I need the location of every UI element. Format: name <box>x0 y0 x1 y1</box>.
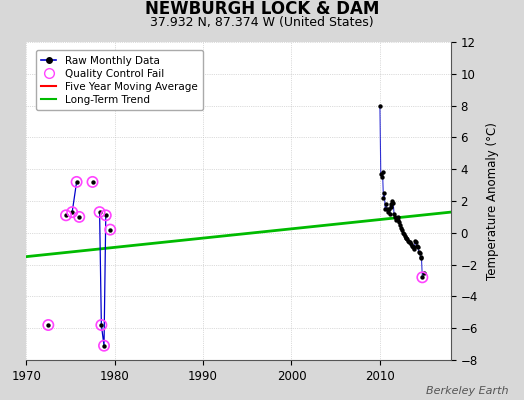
Point <box>409 246 418 252</box>
Point <box>398 226 406 233</box>
Point <box>380 190 388 196</box>
Point <box>97 322 105 328</box>
Point <box>405 239 413 246</box>
Point <box>407 241 415 247</box>
Point <box>89 179 97 185</box>
Point <box>391 217 400 223</box>
Point <box>75 214 83 220</box>
Point <box>106 226 114 233</box>
Legend: Raw Monthly Data, Quality Control Fail, Five Year Moving Average, Long-Term Tren: Raw Monthly Data, Quality Control Fail, … <box>36 50 203 110</box>
Text: 37.932 N, 87.374 W (United States): 37.932 N, 87.374 W (United States) <box>150 16 374 29</box>
Point <box>395 218 403 225</box>
Point <box>382 201 390 207</box>
Point <box>394 214 402 220</box>
Point <box>378 169 387 176</box>
Point <box>381 206 389 212</box>
Point <box>392 215 401 222</box>
Point <box>89 179 97 185</box>
Point <box>379 195 388 201</box>
Point <box>404 238 412 244</box>
Point <box>417 255 425 262</box>
Point <box>386 210 394 217</box>
Point <box>414 244 422 250</box>
Point <box>72 179 81 185</box>
Point <box>388 198 397 204</box>
Point <box>44 322 52 328</box>
Point <box>402 234 411 241</box>
Point <box>418 274 427 280</box>
Point <box>97 322 105 328</box>
Point <box>408 242 416 249</box>
Point <box>377 171 385 177</box>
Point <box>383 206 391 212</box>
Point <box>416 250 424 257</box>
Point <box>400 231 408 238</box>
Y-axis label: Temperature Anomaly (°C): Temperature Anomaly (°C) <box>486 122 499 280</box>
Point <box>384 209 392 215</box>
Point <box>75 214 83 220</box>
Point <box>396 222 405 228</box>
Point <box>385 206 393 212</box>
Point <box>403 236 411 242</box>
Point <box>394 217 402 223</box>
Point <box>420 269 428 276</box>
Point <box>44 322 52 328</box>
Point <box>68 209 77 215</box>
Text: NEWBURGH LOCK & DAM: NEWBURGH LOCK & DAM <box>145 0 379 18</box>
Point <box>399 230 407 236</box>
Point <box>411 238 420 244</box>
Point <box>406 239 414 246</box>
Point <box>72 179 81 185</box>
Point <box>418 274 427 280</box>
Point <box>413 242 421 249</box>
Text: Berkeley Earth: Berkeley Earth <box>426 386 508 396</box>
Point <box>102 212 110 218</box>
Point <box>68 209 77 215</box>
Point <box>414 249 423 255</box>
Point <box>62 212 70 218</box>
Point <box>62 212 70 218</box>
Point <box>391 214 399 220</box>
Point <box>400 233 409 239</box>
Point <box>386 201 395 207</box>
Point <box>390 210 398 217</box>
Point <box>100 342 108 349</box>
Point <box>95 209 104 215</box>
Point <box>389 199 397 206</box>
Point <box>102 212 110 218</box>
Point <box>417 254 425 260</box>
Point <box>106 226 114 233</box>
Point <box>397 225 406 231</box>
Point <box>100 342 108 349</box>
Point <box>412 239 420 246</box>
Point <box>401 234 410 241</box>
Point <box>410 244 419 250</box>
Point <box>376 102 384 109</box>
Point <box>377 174 386 180</box>
Point <box>95 209 104 215</box>
Point <box>408 244 417 250</box>
Point <box>387 204 396 210</box>
